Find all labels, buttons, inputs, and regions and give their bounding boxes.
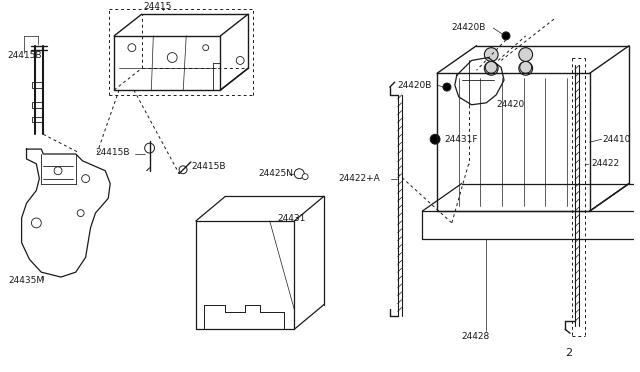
Text: 24420: 24420 [496,100,524,109]
Circle shape [485,61,497,73]
Text: 24431F: 24431F [444,135,477,144]
Bar [33,82,44,88]
Circle shape [203,45,209,51]
Circle shape [82,175,90,183]
Circle shape [145,143,154,153]
Text: 24422: 24422 [591,159,620,169]
Text: 24435M: 24435M [9,276,45,285]
Text: 24431: 24431 [278,214,306,222]
Circle shape [31,218,42,228]
Circle shape [520,61,532,73]
Circle shape [484,61,498,75]
Circle shape [519,61,532,75]
Circle shape [430,134,440,144]
Text: 2: 2 [565,348,572,358]
Text: 24415: 24415 [143,2,172,11]
Circle shape [302,174,308,180]
Circle shape [443,83,451,91]
Text: 24422+A: 24422+A [339,174,380,183]
Circle shape [128,44,136,52]
Text: 24415B: 24415B [95,148,130,157]
Circle shape [54,167,62,175]
Circle shape [167,52,177,62]
Text: 24420B: 24420B [452,23,486,32]
Text: 24415B: 24415B [8,51,42,60]
Text: 24425N: 24425N [258,169,293,178]
Circle shape [77,210,84,217]
Text: 24428: 24428 [461,332,490,341]
Circle shape [519,48,532,61]
Circle shape [484,48,498,61]
Circle shape [294,169,304,179]
Circle shape [179,166,187,174]
Text: 24420B: 24420B [397,81,432,90]
Text: 24415B: 24415B [191,162,225,171]
Circle shape [502,32,510,40]
Circle shape [236,57,244,64]
Bar [33,116,44,122]
Bar [33,102,44,108]
Text: 24410: 24410 [602,135,631,144]
